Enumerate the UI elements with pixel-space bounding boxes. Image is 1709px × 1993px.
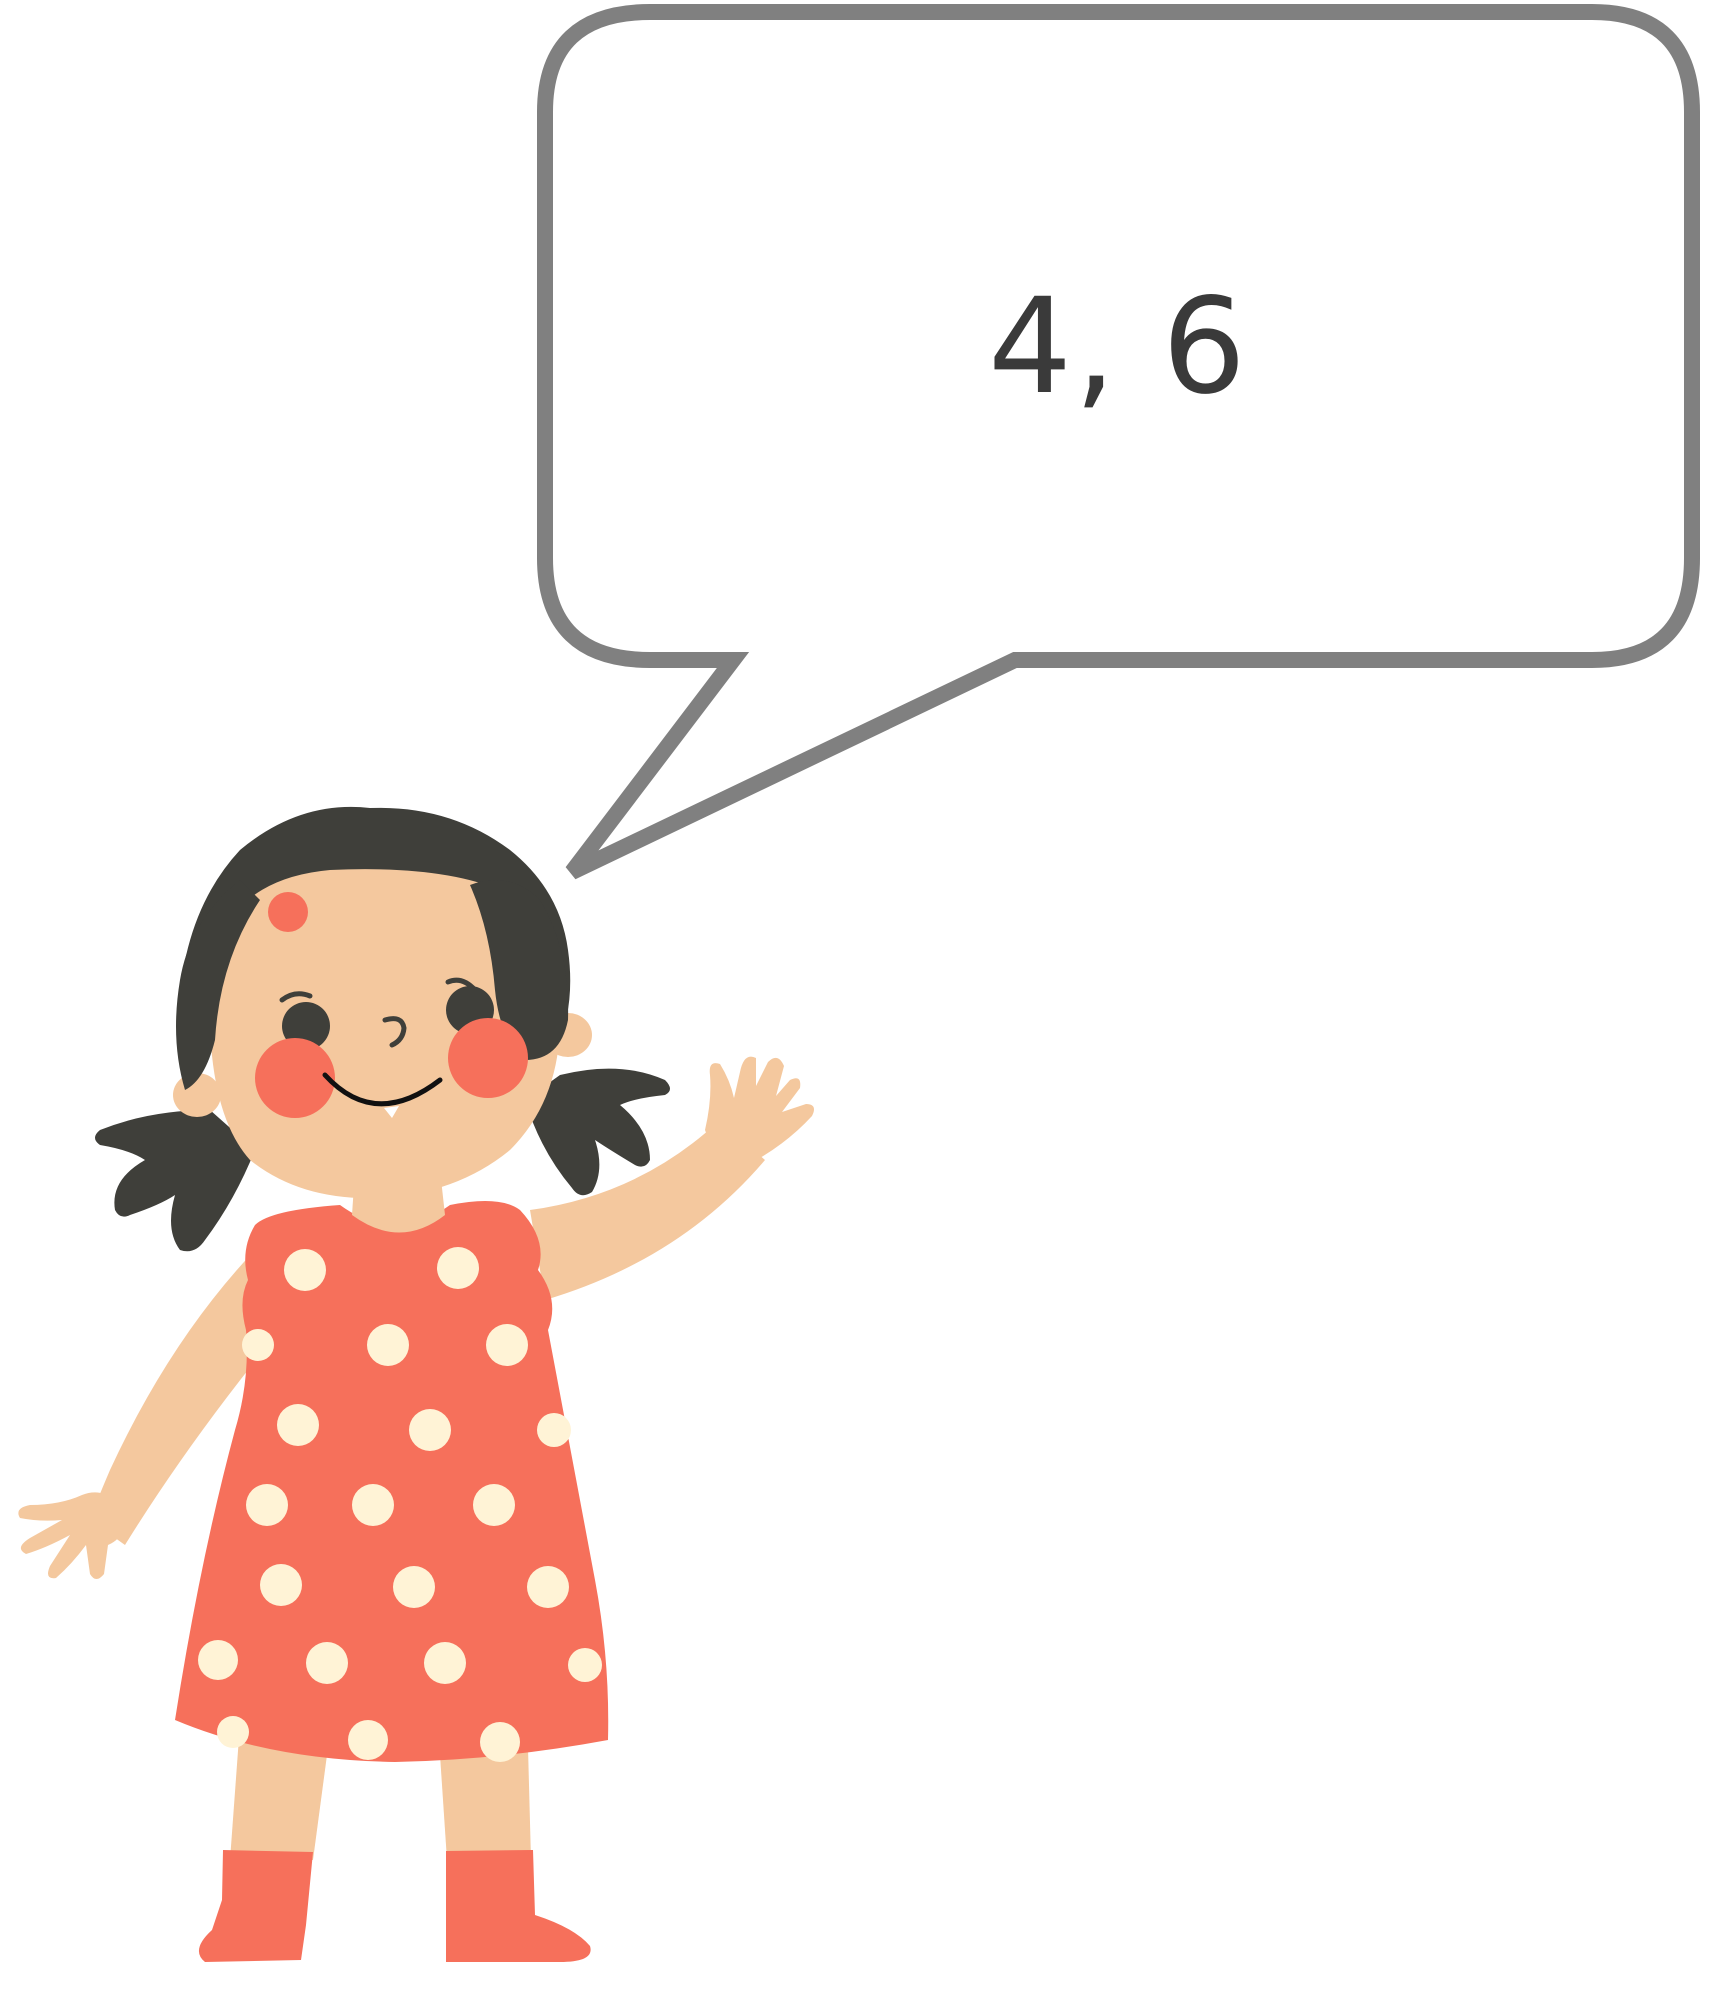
hair-locks: [176, 880, 569, 1090]
dress: [175, 1201, 609, 1762]
left-arm: [18, 1250, 280, 1579]
eyes: [282, 986, 494, 1050]
cheeks: [255, 1018, 528, 1118]
pigtails: [95, 1068, 670, 1252]
hair: [177, 806, 571, 1053]
left-hand: [18, 1492, 125, 1579]
boots: [198, 1850, 591, 1962]
speech-bubble-shape: [537, 4, 1700, 880]
right-arm: [530, 1056, 814, 1300]
girl-character: [18, 806, 814, 1962]
mouth: [322, 1072, 443, 1118]
right-hand: [705, 1056, 814, 1164]
dress-dots: [198, 1247, 602, 1762]
speech-bubble: [537, 4, 1700, 880]
nose: [382, 1016, 407, 1048]
hair-clip-icon: [268, 892, 308, 932]
